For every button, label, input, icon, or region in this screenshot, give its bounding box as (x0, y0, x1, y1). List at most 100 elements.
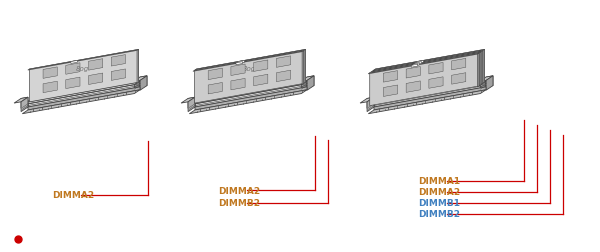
Polygon shape (479, 76, 493, 82)
Polygon shape (406, 67, 421, 79)
Polygon shape (457, 55, 472, 67)
Polygon shape (140, 76, 147, 87)
Polygon shape (208, 83, 223, 94)
Polygon shape (368, 90, 486, 114)
Polygon shape (208, 69, 223, 80)
Polygon shape (22, 82, 140, 106)
Polygon shape (479, 53, 481, 86)
Polygon shape (89, 59, 103, 71)
Polygon shape (486, 76, 493, 91)
Polygon shape (383, 86, 398, 97)
Polygon shape (21, 98, 28, 109)
Polygon shape (188, 98, 195, 112)
Polygon shape (210, 68, 224, 79)
Polygon shape (367, 98, 374, 109)
Polygon shape (385, 84, 400, 96)
Polygon shape (256, 59, 270, 71)
Polygon shape (89, 74, 103, 85)
Polygon shape (413, 64, 419, 67)
Polygon shape (412, 78, 426, 89)
Text: DIMMA1: DIMMA1 (418, 177, 460, 186)
Polygon shape (28, 87, 140, 110)
Polygon shape (486, 76, 493, 87)
Polygon shape (434, 59, 449, 71)
Polygon shape (133, 76, 147, 82)
Polygon shape (410, 65, 424, 76)
Text: DIMMB2: DIMMB2 (418, 210, 460, 219)
Polygon shape (254, 61, 268, 72)
Polygon shape (374, 51, 483, 104)
Polygon shape (190, 90, 307, 114)
Polygon shape (140, 76, 147, 91)
Polygon shape (383, 71, 398, 83)
Text: DIMMA2: DIMMA2 (418, 188, 460, 197)
Polygon shape (457, 70, 472, 81)
Polygon shape (278, 70, 292, 81)
Text: 8og: 8og (422, 66, 435, 72)
Polygon shape (181, 98, 195, 104)
Polygon shape (233, 64, 247, 75)
Polygon shape (370, 54, 479, 106)
Polygon shape (411, 65, 418, 68)
Polygon shape (389, 68, 403, 79)
Polygon shape (415, 62, 422, 66)
Polygon shape (21, 98, 28, 112)
Polygon shape (372, 51, 483, 72)
Polygon shape (304, 50, 305, 84)
Polygon shape (307, 76, 314, 87)
Polygon shape (254, 75, 268, 86)
Polygon shape (43, 68, 57, 79)
Text: 8og: 8og (243, 66, 256, 72)
Polygon shape (360, 98, 374, 104)
Polygon shape (408, 80, 422, 92)
Text: 8og: 8og (76, 66, 89, 72)
Polygon shape (195, 87, 307, 110)
Polygon shape (302, 51, 304, 85)
Text: DIMMB2: DIMMB2 (218, 199, 260, 208)
Polygon shape (412, 64, 426, 75)
Polygon shape (22, 90, 140, 114)
Text: DIMMA2: DIMMA2 (218, 186, 260, 195)
Polygon shape (417, 61, 424, 64)
Polygon shape (455, 71, 470, 82)
Polygon shape (367, 98, 374, 112)
Polygon shape (455, 57, 470, 68)
Polygon shape (277, 57, 290, 68)
Polygon shape (134, 82, 140, 91)
Polygon shape (483, 50, 485, 84)
Text: DIMMB1: DIMMB1 (418, 199, 460, 208)
Polygon shape (14, 98, 28, 104)
Polygon shape (28, 82, 140, 108)
Polygon shape (300, 76, 314, 82)
Polygon shape (433, 61, 447, 72)
Polygon shape (452, 73, 466, 85)
Polygon shape (478, 54, 479, 88)
Polygon shape (112, 70, 125, 81)
Polygon shape (371, 53, 481, 105)
Polygon shape (137, 50, 139, 84)
Polygon shape (112, 55, 125, 67)
Polygon shape (454, 58, 468, 69)
Polygon shape (376, 50, 485, 103)
Polygon shape (236, 62, 242, 66)
Polygon shape (71, 61, 77, 64)
Polygon shape (374, 50, 485, 71)
Polygon shape (368, 82, 486, 106)
Polygon shape (454, 72, 468, 84)
Polygon shape (238, 61, 244, 64)
Polygon shape (431, 76, 445, 88)
Polygon shape (188, 98, 195, 109)
Polygon shape (374, 82, 486, 108)
Polygon shape (277, 71, 290, 82)
Polygon shape (387, 69, 401, 80)
Polygon shape (195, 50, 305, 71)
Polygon shape (406, 82, 421, 93)
Polygon shape (370, 53, 481, 73)
Polygon shape (452, 59, 466, 71)
Polygon shape (278, 55, 292, 67)
Polygon shape (190, 82, 307, 106)
Polygon shape (231, 65, 245, 76)
Polygon shape (431, 62, 445, 73)
Polygon shape (233, 78, 247, 89)
Polygon shape (66, 64, 80, 75)
